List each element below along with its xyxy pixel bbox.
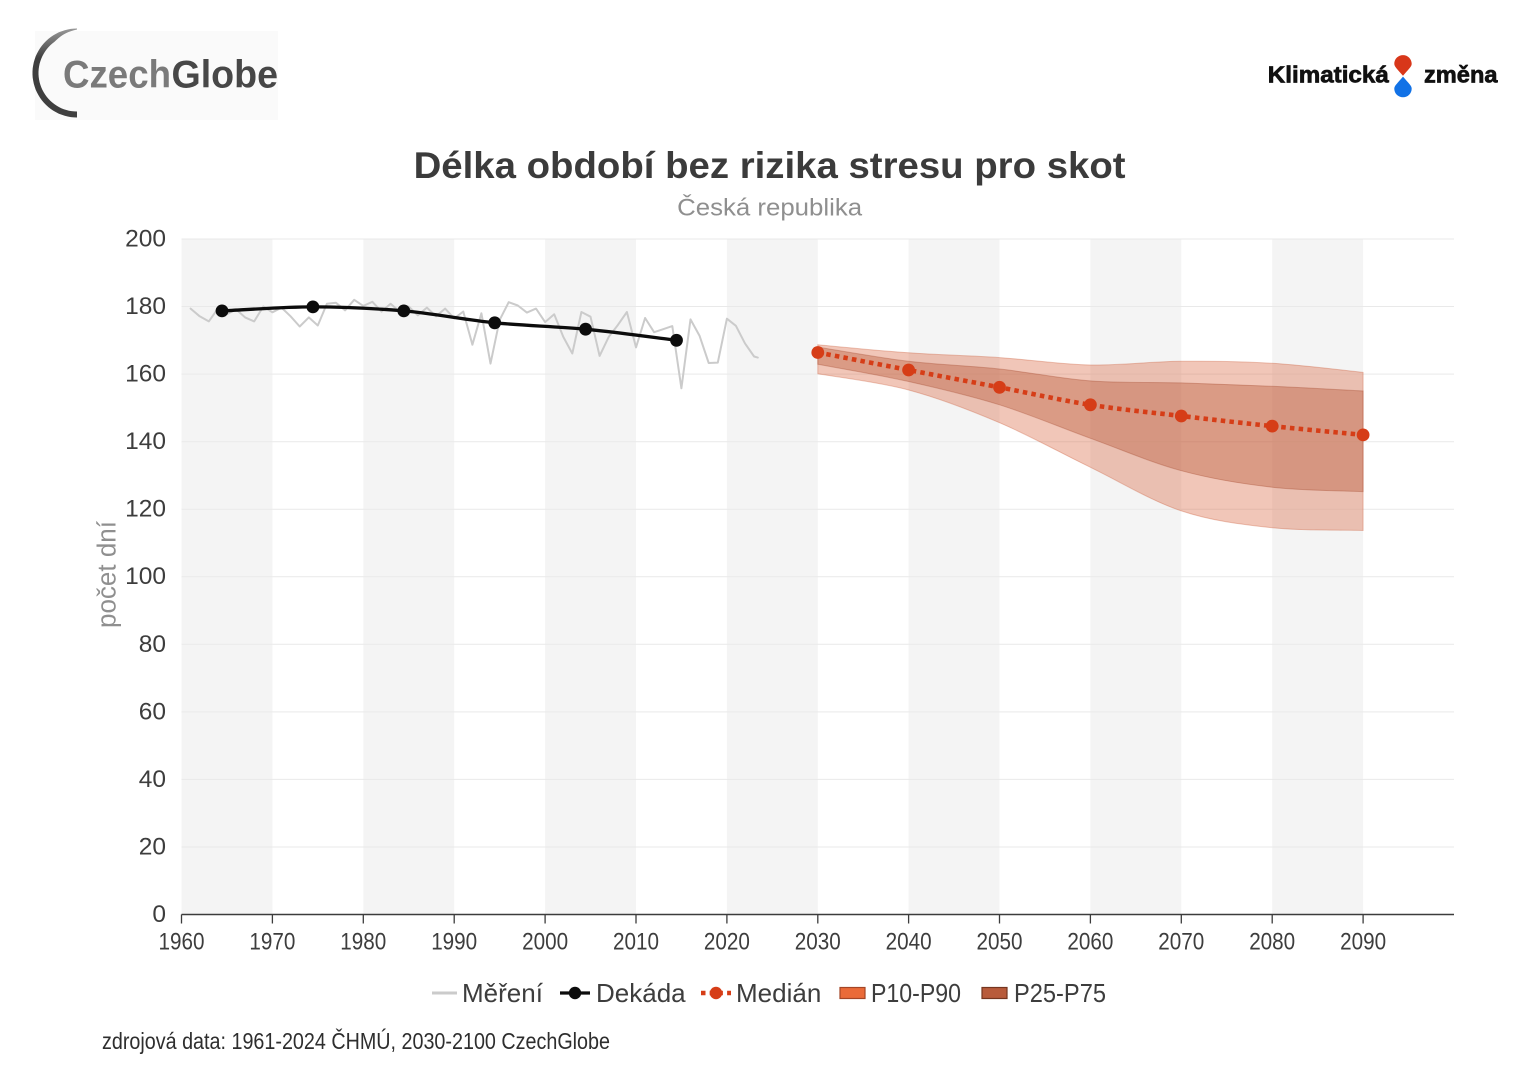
- svg-text:změna: změna: [1424, 62, 1498, 88]
- svg-text:Délka období bez rizika stresu: Délka období bez rizika stresu pro skot: [414, 145, 1126, 186]
- svg-text:160: 160: [125, 361, 166, 388]
- svg-text:zdrojová data: 1961-2024 ČHMÚ,: zdrojová data: 1961-2024 ČHMÚ, 2030-2100…: [102, 1027, 610, 1054]
- svg-text:60: 60: [139, 698, 166, 725]
- svg-text:120: 120: [125, 496, 166, 523]
- svg-text:Měření: Měření: [462, 978, 544, 1008]
- svg-text:180: 180: [125, 293, 166, 320]
- svg-text:P10-P90: P10-P90: [871, 978, 961, 1008]
- svg-text:2020: 2020: [704, 929, 750, 956]
- svg-text:P25-P75: P25-P75: [1014, 978, 1106, 1008]
- svg-text:Medián: Medián: [736, 978, 821, 1008]
- svg-text:2080: 2080: [1249, 929, 1295, 956]
- svg-text:2060: 2060: [1067, 929, 1113, 956]
- svg-text:1960: 1960: [159, 929, 205, 956]
- svg-text:Česká republika: Česká republika: [677, 194, 863, 222]
- svg-text:Czech: Czech: [63, 54, 171, 97]
- svg-text:Dekáda: Dekáda: [596, 978, 686, 1008]
- svg-text:2010: 2010: [613, 929, 659, 956]
- svg-text:40: 40: [139, 766, 166, 793]
- svg-text:2070: 2070: [1158, 929, 1204, 956]
- svg-text:140: 140: [125, 428, 166, 455]
- svg-text:200: 200: [125, 226, 166, 253]
- svg-text:100: 100: [125, 563, 166, 590]
- svg-text:2090: 2090: [1340, 929, 1386, 956]
- svg-text:2000: 2000: [522, 929, 568, 956]
- svg-text:0: 0: [152, 901, 166, 928]
- svg-text:1990: 1990: [431, 929, 477, 956]
- svg-text:2040: 2040: [886, 929, 932, 956]
- svg-text:20: 20: [139, 834, 166, 861]
- svg-text:Klimatická: Klimatická: [1268, 62, 1390, 88]
- svg-text:počet dní: počet dní: [94, 521, 122, 628]
- svg-text:1980: 1980: [340, 929, 386, 956]
- svg-text:80: 80: [139, 631, 166, 658]
- svg-text:2030: 2030: [795, 929, 841, 956]
- svg-text:1970: 1970: [249, 929, 295, 956]
- svg-text:2050: 2050: [977, 929, 1023, 956]
- svg-text:Globe: Globe: [172, 54, 279, 97]
